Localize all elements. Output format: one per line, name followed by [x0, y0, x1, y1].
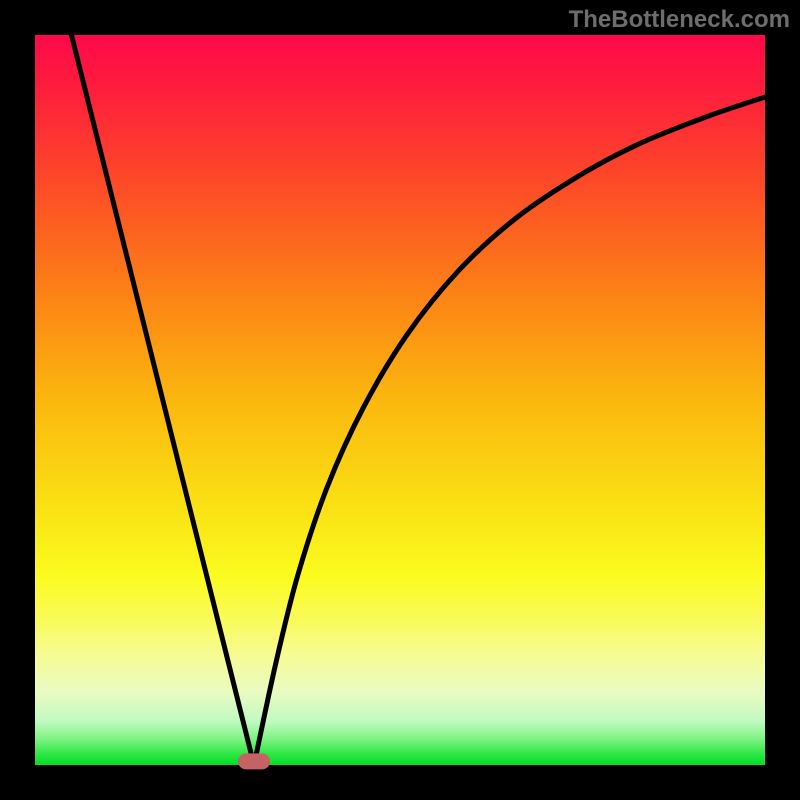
watermark-text: TheBottleneck.com — [569, 6, 790, 34]
minimum-marker — [238, 753, 270, 769]
bottleneck-chart — [0, 0, 800, 800]
chart-background — [35, 35, 765, 765]
